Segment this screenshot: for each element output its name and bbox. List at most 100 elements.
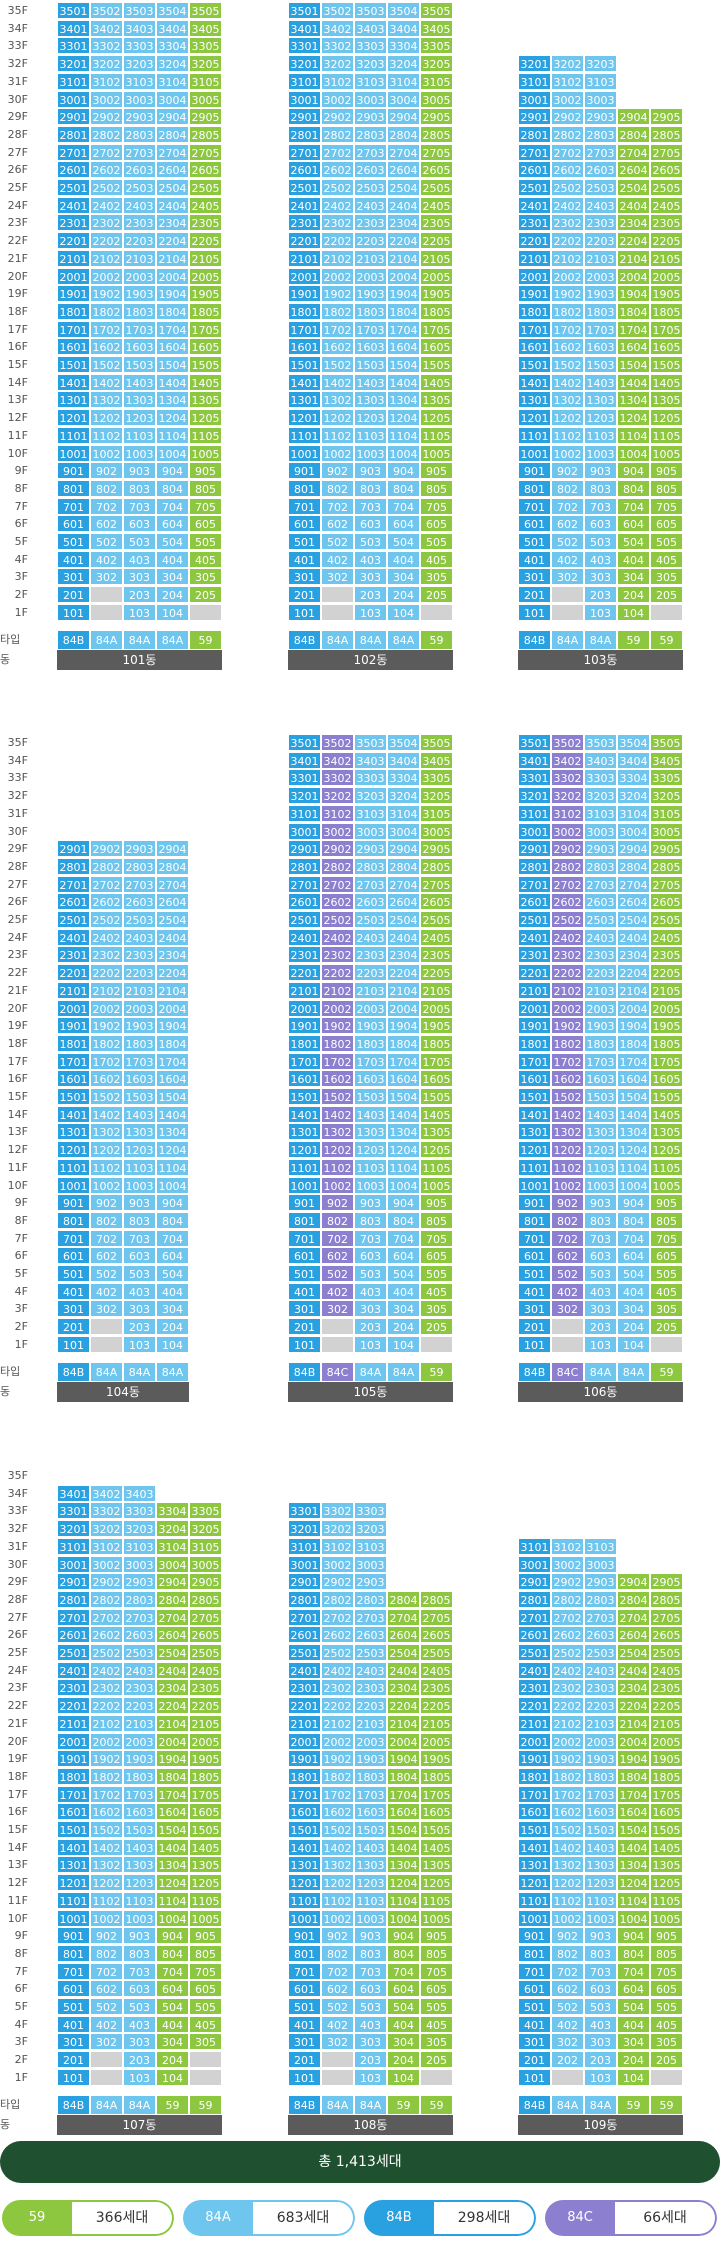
unit-cell: 2902 [551, 108, 584, 126]
unit-cell: 902 [90, 1927, 123, 1945]
unit-cell: 803 [584, 479, 617, 497]
unit-cell: 204 [617, 1318, 650, 1336]
unit-cell: 1603 [354, 1803, 387, 1821]
unit-cell: 201 [518, 2051, 551, 2069]
unit-cell: 703 [354, 497, 387, 515]
unit-cell: 802 [321, 1211, 354, 1229]
unit-cell: 1205 [420, 409, 453, 427]
unit-cell: 1202 [321, 1141, 354, 1159]
unit-cell: 1105 [189, 1891, 222, 1909]
unit-cell: 801 [288, 1944, 321, 1962]
unit-cell: 1702 [321, 320, 354, 338]
unit-cell: 1303 [123, 391, 156, 409]
unit-cell: 1305 [420, 1123, 453, 1141]
unit-cell: 902 [321, 1927, 354, 1945]
unit-cell: 204 [617, 2051, 650, 2069]
unit-cell: 701 [518, 497, 551, 515]
unit-cell: 601 [518, 1247, 551, 1265]
unit-cell: 103 [584, 2068, 617, 2086]
floor-label: 14F [7, 375, 28, 389]
unit-cell: 503 [354, 1265, 387, 1282]
unit-cell: 1501 [288, 1821, 321, 1838]
unit-cell: 1701 [288, 1785, 321, 1803]
unit-cell: 1701 [57, 1052, 90, 1070]
unit-cell: 501 [518, 533, 551, 550]
unit-cell: 403 [584, 1282, 617, 1300]
unit-cell: 2905 [189, 1573, 222, 1591]
unit-cell: 305 [650, 1300, 683, 1318]
unit-cell: 3002 [90, 1555, 123, 1573]
unit-cell: 1501 [57, 1088, 90, 1105]
unit-cell: 1002 [90, 1176, 123, 1194]
unit-cell: 1503 [123, 356, 156, 373]
floor-label: 27F [7, 1610, 28, 1624]
unit-cell: 101 [518, 603, 551, 621]
unit-cell: 405 [650, 2015, 683, 2033]
unit-cell: 2001 [288, 267, 321, 285]
unit-cell: 2601 [518, 161, 551, 179]
floor-label: 22F [7, 1699, 28, 1713]
unit-cell: 1603 [123, 338, 156, 356]
unit-cell: 3203 [123, 1520, 156, 1538]
unit-cell: 403 [354, 2015, 387, 2033]
unit-cell: 801 [288, 1211, 321, 1229]
unit-cell: 305 [189, 2033, 222, 2051]
unit-cell: 3501 [518, 734, 551, 751]
unit-cell: 204 [156, 2051, 189, 2069]
unit-cell: 1703 [123, 1785, 156, 1803]
unit-cell: 2701 [288, 143, 321, 161]
unit-cell: 2903 [354, 840, 387, 858]
unit-cell: 1801 [57, 302, 90, 320]
unit-cell: 101 [288, 2068, 321, 2086]
unit-cell: 1503 [584, 356, 617, 373]
unit-cell: 1802 [551, 1767, 584, 1785]
unit-cell: 1001 [57, 1909, 90, 1927]
unit-cell: 601 [57, 1980, 90, 1998]
unit-cell: 605 [650, 1247, 683, 1265]
unit-cell: 1105 [650, 426, 683, 444]
unit-cell: 1404 [617, 373, 650, 391]
unit-cell: 702 [551, 1962, 584, 1980]
unit-cell: 905 [650, 1927, 683, 1945]
unit-cell: 2505 [189, 179, 222, 196]
unit-cell: 2701 [57, 143, 90, 161]
unit-cell: 3004 [387, 822, 420, 840]
unit-cell: 3505 [420, 2, 453, 19]
unit-cell: 3303 [354, 37, 387, 55]
unit-cell: 1604 [617, 1070, 650, 1088]
type-cell: 59 [189, 629, 222, 650]
unit-cell: 3103 [584, 72, 617, 90]
unit-cell: 1305 [420, 1856, 453, 1874]
unit-cell: 3103 [354, 1537, 387, 1555]
unit-cell: 2401 [288, 1661, 321, 1679]
unit-cell: 2304 [156, 1679, 189, 1697]
unit-cell: 1901 [518, 1017, 551, 1035]
unit-cell: 2505 [420, 1644, 453, 1661]
unit-cell: 1505 [420, 356, 453, 373]
unit-cell: 703 [584, 1229, 617, 1247]
unit-cell: 3101 [518, 804, 551, 822]
unit-cell: 2804 [617, 125, 650, 143]
unit-cell: 1601 [288, 1070, 321, 1088]
unit-cell: 3504 [387, 734, 420, 751]
unit-cell: 2703 [584, 875, 617, 893]
unit-cell: 2303 [354, 946, 387, 964]
unit-cell: 1204 [617, 1141, 650, 1159]
unit-cell: 1204 [387, 409, 420, 427]
unit-cell: 401 [518, 2015, 551, 2033]
unit-cell: 3102 [551, 804, 584, 822]
unit-cell: 3304 [156, 37, 189, 55]
unit-cell: 2702 [90, 1608, 123, 1626]
floor-label: 30F [7, 1557, 28, 1571]
unit-cell: 1104 [156, 426, 189, 444]
unit-cell: 2401 [57, 928, 90, 946]
unit-cell: 1301 [288, 1123, 321, 1141]
unit-cell: 3005 [420, 822, 453, 840]
unit-cell: 702 [90, 497, 123, 515]
unit-cell: 3303 [123, 37, 156, 55]
unit-cell: 1001 [518, 444, 551, 462]
unit-cell: 2601 [518, 1626, 551, 1644]
unit-cell: 2704 [617, 143, 650, 161]
unit-cell: 3404 [387, 19, 420, 37]
unit-cell: 904 [156, 462, 189, 480]
